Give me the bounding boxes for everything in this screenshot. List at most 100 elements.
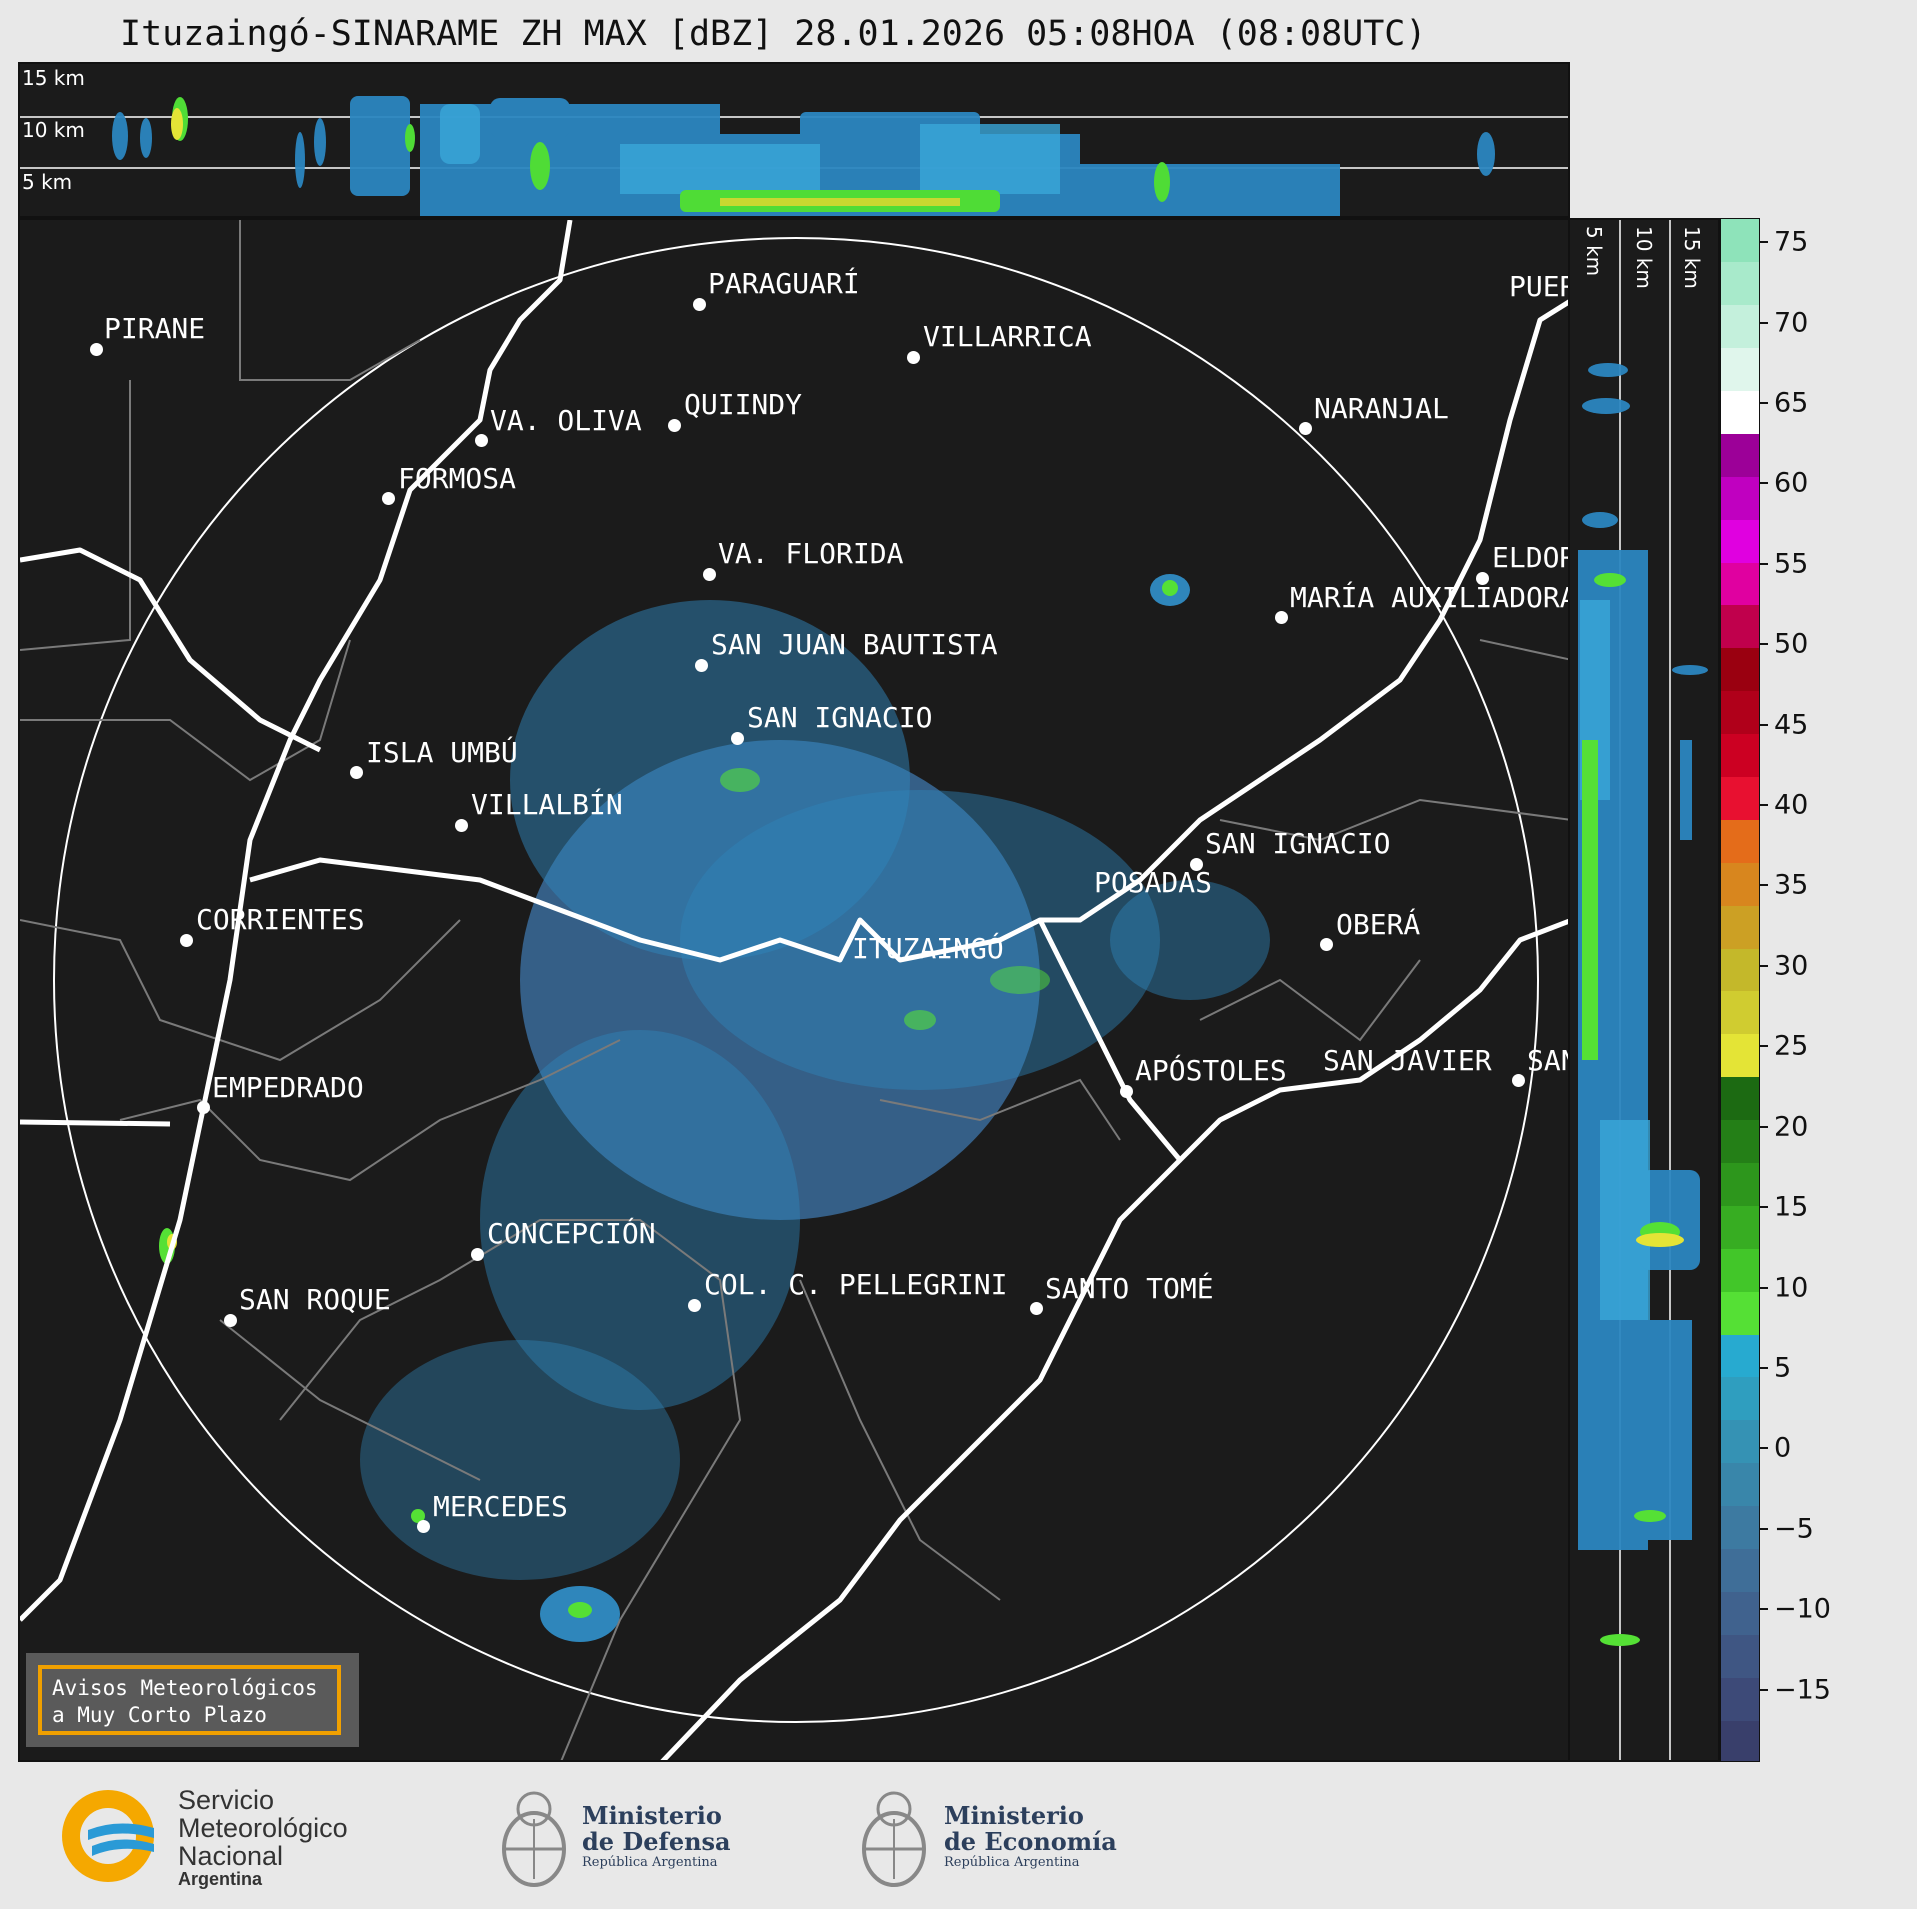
colorbar-tick-label: 70	[1774, 307, 1809, 339]
colorbar-segment	[1721, 1505, 1759, 1550]
colorbar-tick-mark	[1760, 241, 1768, 244]
smn-line-3: Nacional	[178, 1841, 284, 1871]
colorbar-tick-label: 40	[1774, 789, 1809, 821]
colorbar-segment	[1721, 1334, 1759, 1378]
colorbar-segment	[1721, 1419, 1759, 1464]
colorbar-tick-mark	[1760, 1527, 1768, 1530]
colorbar-tick-label: 5	[1774, 1352, 1792, 1384]
colorbar-tick-label: 15	[1774, 1191, 1809, 1223]
reflectivity-echoes	[159, 574, 1270, 1642]
warning-line-1: Avisos Meteorológicos	[52, 1676, 318, 1700]
city-label-concepcion: CONCEPCIÓN	[487, 1217, 656, 1250]
smn-logo-icon	[62, 1790, 154, 1882]
city-marker	[1512, 1074, 1525, 1087]
city-label-puerto: PUERTO	[1509, 270, 1570, 303]
city-label-isla-umbu: ISLA UMBÚ	[366, 736, 518, 769]
smn-line-4: Argentina	[178, 1869, 263, 1889]
economia-line-3: República Argentina	[944, 1855, 1080, 1870]
top-cross-section-echoes	[20, 96, 1568, 216]
city-marker	[224, 1314, 237, 1327]
city-label-apostoles: APÓSTOLES	[1135, 1054, 1287, 1087]
colorbar-segment	[1721, 304, 1759, 349]
colorbar-segment	[1721, 476, 1759, 520]
warning-line-2: a Muy Corto Plazo	[52, 1703, 267, 1727]
colorbar-tick-label: −15	[1774, 1674, 1831, 1706]
top-cross-section-panel: 15 km 10 km 5 km	[18, 62, 1570, 218]
colorbar-segment	[1721, 1462, 1759, 1507]
city-marker	[197, 1101, 210, 1114]
colorbar-tick-mark	[1760, 1688, 1768, 1691]
city-label-ituzaingo: ITUZAINGÓ	[852, 932, 1004, 965]
colorbar-tick-label: 60	[1774, 467, 1809, 499]
international-borders	[20, 220, 1568, 1760]
colorbar-tick-label: 25	[1774, 1030, 1809, 1062]
colorbar-tick-mark	[1760, 1447, 1768, 1450]
economia-line-1: Ministerio	[944, 1801, 1084, 1830]
colorbar-segment	[1721, 905, 1759, 949]
colorbar-segment	[1721, 1076, 1759, 1121]
city-label-va-florida: VA. FLORIDA	[718, 537, 904, 570]
side-cross-section-echoes	[1578, 220, 1708, 1760]
warning-box-frame: Avisos Meteorológicos a Muy Corto Plazo	[38, 1665, 341, 1735]
colorbar-segment	[1721, 390, 1759, 434]
city-label-formosa: FORMOSA	[398, 462, 517, 495]
city-marker	[1299, 422, 1312, 435]
colorbar-segment	[1721, 1033, 1759, 1078]
colorbar-segment	[1721, 605, 1759, 649]
side-height-label-15: 15 km	[1680, 226, 1704, 289]
colorbar-tick-label: 10	[1774, 1272, 1809, 1304]
colorbar-tick-mark	[1760, 884, 1768, 887]
smn-logo: Servicio Meteorológico Nacional Argentin…	[58, 1786, 398, 1889]
colorbar-tick-mark	[1760, 1125, 1768, 1128]
department-borders	[20, 220, 1568, 1760]
colorbar-tick-label: 20	[1774, 1111, 1809, 1143]
colorbar-segment	[1721, 1291, 1759, 1335]
city-marker	[417, 1520, 430, 1533]
colorbar-tick-mark	[1760, 804, 1768, 807]
city-label-obera: OBERÁ	[1336, 908, 1421, 941]
city-label-posadas: POSADAS	[1094, 866, 1213, 899]
side-height-label-10: 10 km	[1632, 226, 1656, 289]
colorbar-segment	[1721, 1634, 1759, 1678]
reflectivity-colorbar	[1720, 218, 1760, 1762]
colorbar-segment	[1721, 690, 1759, 735]
city-label-va-oliva: VA. OLIVA	[490, 404, 642, 437]
colorbar-tick-mark	[1760, 723, 1768, 726]
city-marker	[907, 351, 920, 364]
city-label-quiindy: QUIINDY	[684, 388, 803, 421]
city-marker	[382, 492, 395, 505]
radar-map-canvas	[20, 220, 1568, 1760]
colorbar-tick-mark	[1760, 321, 1768, 324]
colorbar-segment	[1721, 1248, 1759, 1292]
city-marker	[350, 766, 363, 779]
colorbar-tick-label: 35	[1774, 869, 1809, 901]
colorbar-segment	[1721, 647, 1759, 692]
city-label-san-javier: SAN JAVIER	[1323, 1044, 1492, 1077]
colorbar-segment	[1721, 1205, 1759, 1249]
city-marker	[471, 1248, 484, 1261]
colorbar-tick-mark	[1760, 482, 1768, 485]
city-label-empedrado: EMPEDRADO	[212, 1071, 364, 1104]
smn-line-2: Meteorológico	[178, 1813, 348, 1843]
city-label-san-ignacio-ar: SAN IGNACIO	[1205, 827, 1391, 860]
city-marker	[90, 343, 103, 356]
colorbar-segment	[1721, 1548, 1759, 1592]
colorbar-segment	[1721, 261, 1759, 306]
colorbar-segment	[1721, 562, 1759, 606]
city-label-eldorado: ELDORADO	[1492, 541, 1570, 574]
city-marker	[1275, 611, 1288, 624]
colorbar-tick-label: 50	[1774, 628, 1809, 660]
city-marker	[1320, 938, 1333, 951]
colorbar-tick-mark	[1760, 1206, 1768, 1209]
city-label-san-roque: SAN ROQUE	[239, 1283, 391, 1316]
city-label-villalbin: VILLALBÍN	[471, 788, 623, 821]
colorbar-segment	[1721, 733, 1759, 778]
city-label-mercedes: MERCEDES	[433, 1490, 568, 1523]
colorbar-tick-mark	[1760, 1366, 1768, 1369]
city-label-san-edge: SAN	[1527, 1044, 1570, 1077]
colorbar-segment	[1721, 948, 1759, 992]
top-height-label-10: 10 km	[22, 118, 85, 142]
city-label-naranjal: NARANJAL	[1314, 392, 1449, 425]
argentina-coat-of-arms-icon	[862, 1791, 926, 1887]
colorbar-tick-label: −5	[1774, 1513, 1814, 1545]
